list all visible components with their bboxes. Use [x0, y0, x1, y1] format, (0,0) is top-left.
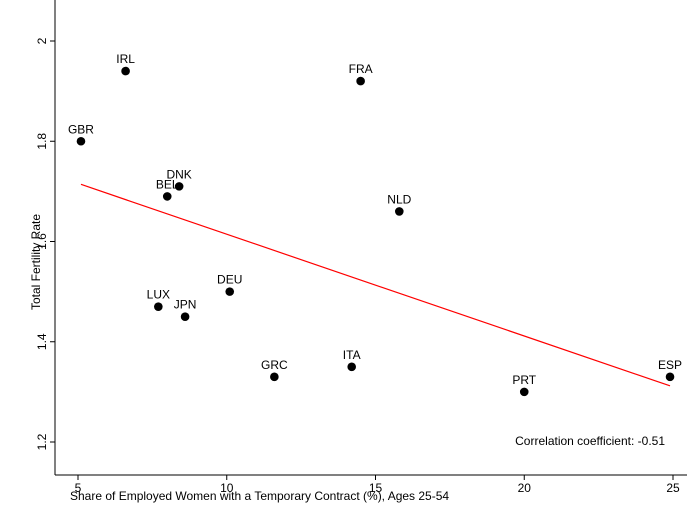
data-point-fra — [356, 76, 365, 86]
points-group — [76, 66, 675, 397]
point-label-dnk: DNK — [166, 167, 191, 181]
y-tick-label: 1.4 — [35, 333, 49, 350]
point-label-ita: ITA — [343, 348, 361, 362]
fit-line-group — [80, 183, 671, 387]
data-point-lux — [154, 302, 163, 311]
fit-line — [80, 183, 671, 387]
data-point-esp — [665, 372, 675, 382]
point-label-gbr: GBR — [68, 122, 94, 136]
point-label-deu: DEU — [217, 273, 242, 287]
x-tick-label: 25 — [666, 481, 680, 495]
data-point-deu — [225, 287, 235, 296]
point-label-grc: GRC — [261, 358, 288, 372]
point-label-prt: PRT — [512, 373, 536, 387]
x-tick-label: 5 — [75, 481, 82, 495]
point-label-irl: IRL — [116, 52, 135, 66]
data-point-dnk — [174, 182, 184, 191]
y-tick-label: 1.8 — [35, 133, 49, 150]
x-tick-label: 20 — [518, 481, 532, 495]
data-point-nld — [395, 207, 404, 216]
x-axis-label: Share of Employed Women with a Temporary… — [70, 489, 449, 503]
point-label-esp: ESP — [658, 358, 682, 372]
data-point-gbr — [76, 136, 86, 146]
y-axis-label: Total Fertility Rate — [29, 214, 43, 310]
point-label-lux: LUX — [147, 288, 170, 302]
data-point-ita — [347, 362, 357, 372]
x-tick-label: 15 — [369, 481, 383, 495]
y-tick-label: 1.2 — [35, 433, 49, 450]
data-point-grc — [270, 372, 279, 382]
y-tick-label: 2 — [35, 37, 49, 44]
correlation-annotation: Correlation coefficient: -0.51 — [515, 434, 665, 448]
y-tick-label: 1.6 — [35, 233, 49, 250]
data-point-jpn — [180, 312, 190, 321]
point-label-bel: BEL — [156, 177, 179, 191]
data-point-irl — [121, 66, 130, 76]
point-label-jpn: JPN — [174, 298, 197, 312]
axes: 5 10 15 20 25 1.2 1.4 1.6 1.8 2 — [35, 0, 687, 495]
data-point-prt — [519, 387, 529, 397]
x-tick-label: 10 — [220, 481, 234, 495]
point-label-fra: FRA — [349, 62, 373, 76]
data-point-bel — [162, 192, 172, 201]
point-label-nld: NLD — [387, 192, 411, 206]
